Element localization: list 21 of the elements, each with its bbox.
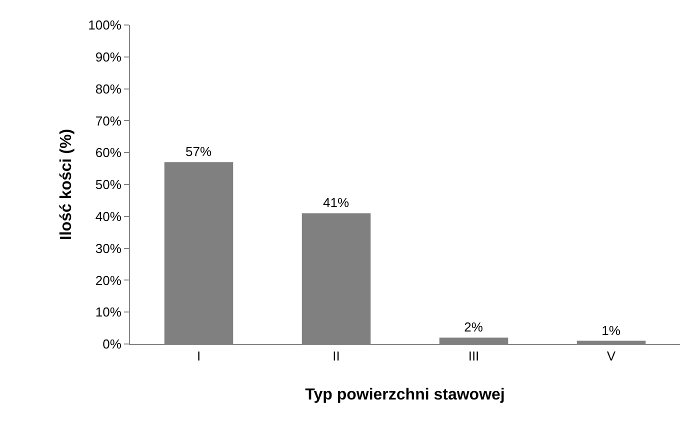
y-axis-title: Ilość kości (%) [58,128,76,240]
y-tick-label: 20% [95,272,122,288]
data-label: 41% [323,195,350,210]
x-axis-title: Typ powierzchni stawowej [305,386,505,404]
x-tick-label: III [468,348,480,364]
y-tick-label: 30% [95,240,122,256]
y-tick-label: 70% [95,113,122,128]
x-tick-label: V [606,348,616,364]
y-tick-label: 60% [95,145,122,160]
data-label: 2% [464,320,484,335]
y-tick-label: 50% [95,177,122,192]
data-label: 57% [186,144,212,160]
y-tick-label: 100% [88,18,122,33]
y-tick-label: 40% [95,208,122,224]
y-tick-label: 0% [102,336,122,352]
y-tick-label: 90% [95,49,122,64]
y-tick-label: 10% [95,304,122,320]
x-tick-label: II [332,348,340,364]
y-tick-label: 80% [95,81,122,96]
data-label: 1% [602,322,621,338]
x-tick-label: I [196,348,201,364]
